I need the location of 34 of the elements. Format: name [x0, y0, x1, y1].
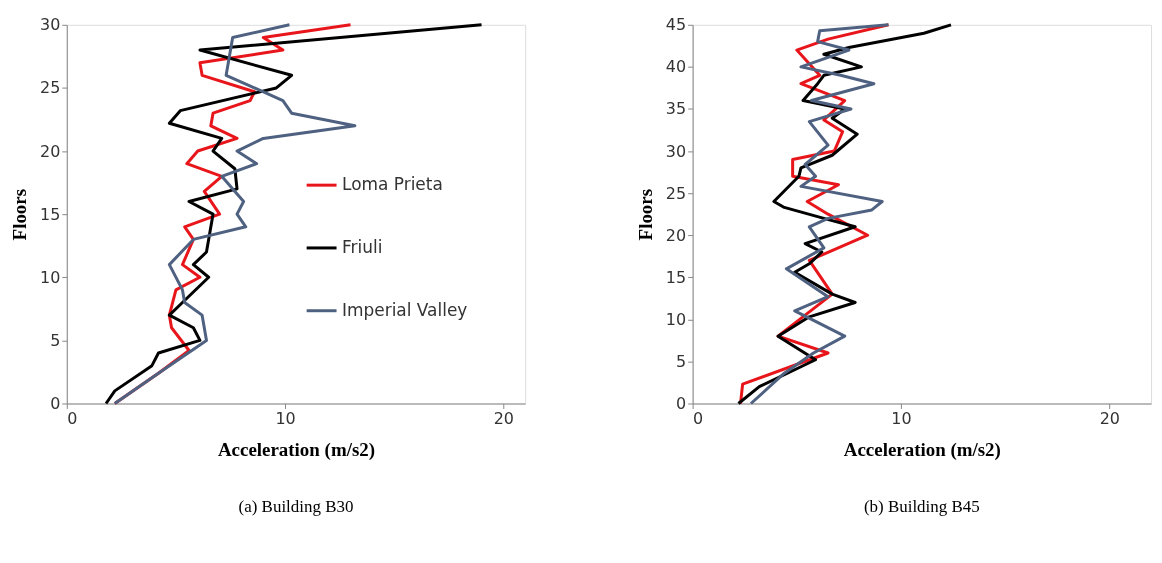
y-tick-label: 0	[676, 393, 687, 413]
y-tick-label: 10	[40, 267, 61, 287]
y-axis-title: Floors	[634, 188, 656, 241]
y-tick-label: 35	[665, 99, 687, 119]
x-tick-label: 20	[1099, 408, 1120, 428]
legend-label: Friuli	[342, 236, 383, 257]
y-tick-label: 40	[665, 57, 687, 77]
x-tick-label: 0	[693, 408, 704, 428]
y-tick-label: 20	[40, 141, 61, 161]
text: (b) Building B45	[863, 497, 980, 517]
line-series	[104, 23, 484, 406]
x-tick-label: 20	[493, 408, 514, 428]
x-tick-label: 10	[275, 408, 296, 428]
text: (a) Building B30	[238, 497, 354, 517]
y-tick-label: 5	[50, 330, 61, 350]
y-tick-label: 30	[665, 141, 687, 161]
legend-label: Imperial Valley	[342, 299, 468, 320]
y-tick-label: 30	[40, 15, 61, 35]
y-tick-label: 15	[40, 204, 61, 224]
y-tick-label: 25	[40, 78, 61, 98]
x-tick-label: 10	[891, 408, 912, 428]
x-tick-label: 0	[67, 408, 78, 428]
legend-label: Loma Prieta	[342, 174, 443, 195]
line-series	[736, 23, 953, 406]
y-tick-label: 25	[665, 183, 687, 203]
x-axis-title: Acceleration (m/s2)	[217, 438, 376, 461]
y-tick-label: 15	[665, 267, 687, 287]
x-axis-title: Acceleration (m/s2)	[843, 438, 1001, 461]
y-tick-label: 0	[50, 393, 61, 413]
y-axis-title: Floors	[9, 188, 31, 241]
y-tick-label: 10	[665, 309, 687, 329]
y-tick-label: 45	[665, 15, 687, 35]
y-tick-label: 20	[665, 225, 687, 245]
y-tick-label: 5	[676, 351, 687, 371]
